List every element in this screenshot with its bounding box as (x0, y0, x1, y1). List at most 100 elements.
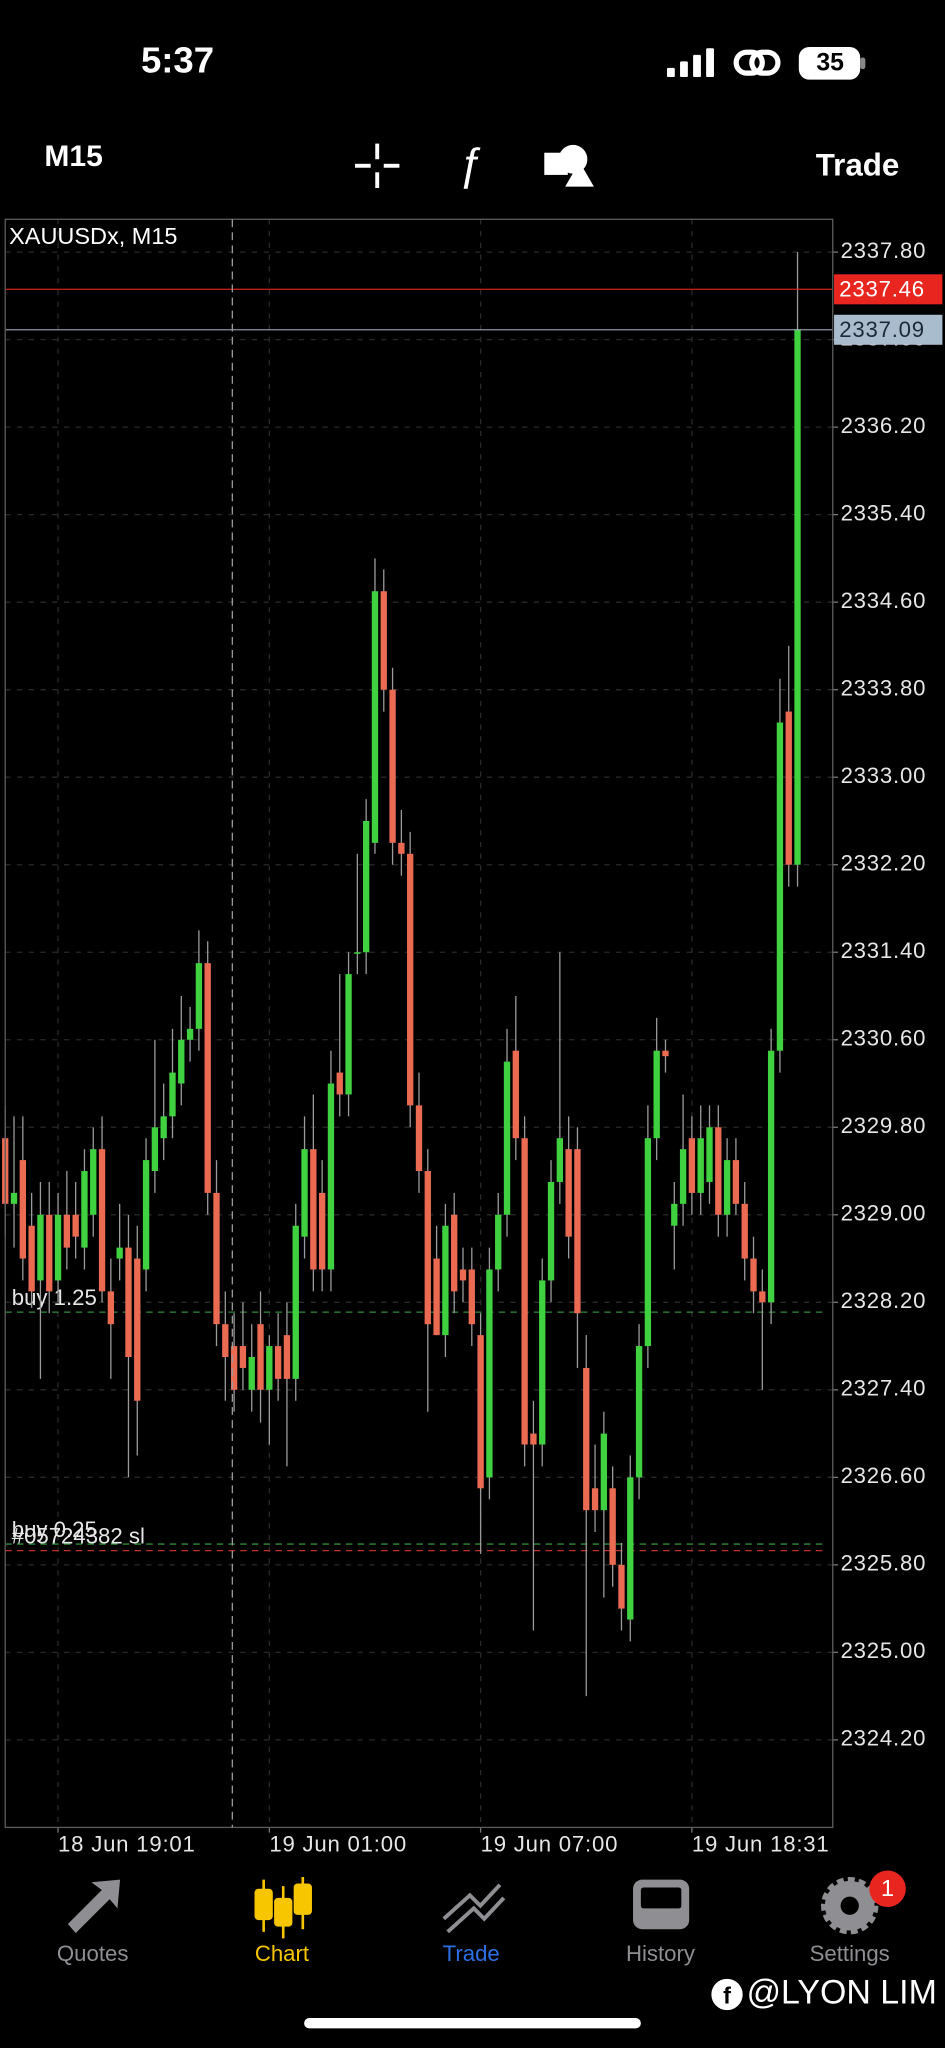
candle-body (204, 963, 211, 1193)
candle-body (63, 1214, 71, 1248)
home-indicator (304, 2017, 641, 2029)
tab-label[interactable]: Trade (443, 1941, 500, 1966)
candle-body (336, 1072, 343, 1095)
link-icon (733, 49, 781, 76)
candle-body (539, 1280, 546, 1445)
candle-body (477, 1335, 484, 1489)
candle-body (46, 1214, 53, 1292)
candle-body (459, 1269, 467, 1281)
candle-body (186, 1028, 194, 1040)
y-tick-label: 2333.00 (841, 763, 927, 788)
candle-body (767, 1050, 775, 1303)
candle-body (222, 1324, 229, 1358)
candle-body (706, 1127, 713, 1182)
candle-body (442, 1225, 449, 1336)
chart-icon[interactable] (254, 1877, 312, 1939)
candle-body (451, 1214, 458, 1292)
candle-body (125, 1247, 132, 1358)
candle-body (90, 1149, 97, 1215)
battery-body (798, 46, 861, 80)
y-tick-label: 2325.80 (841, 1551, 927, 1576)
history-icon[interactable] (633, 1879, 690, 1930)
tab-label[interactable]: History (626, 1941, 696, 1966)
candle-body (679, 1149, 687, 1204)
candle-body (662, 1050, 669, 1057)
battery-tip (860, 57, 866, 70)
y-tick-label: 2327.40 (841, 1376, 927, 1401)
crosshair-button[interactable] (355, 143, 400, 188)
timeframe-button[interactable]: M15 (44, 140, 102, 173)
candle-body (574, 1149, 581, 1314)
candle-body (257, 1324, 264, 1390)
candle-body (732, 1160, 740, 1204)
candle-body (169, 1072, 176, 1117)
candle-body (230, 1346, 238, 1390)
candle-body (98, 1149, 106, 1292)
candle-body (697, 1138, 704, 1193)
y-tick-label: 2328.20 (841, 1288, 927, 1313)
x-tick-label: 19 Jun 07:00 (481, 1832, 619, 1857)
candle-body (521, 1138, 528, 1445)
y-tick-label: 2326.60 (841, 1463, 927, 1488)
ask-label: 2337.46 (839, 276, 925, 301)
badge (869, 1870, 906, 1908)
candle-body (54, 1214, 62, 1281)
y-tick-label: 2332.20 (841, 851, 927, 876)
candle-body (72, 1214, 79, 1237)
bid-label: 2337.09 (839, 317, 925, 342)
trade-icon[interactable] (442, 1883, 506, 1934)
y-tick-label: 2335.40 (841, 501, 927, 526)
candle-body (591, 1488, 599, 1511)
y-tick-label: 2325.00 (841, 1638, 927, 1663)
candle-body (776, 722, 784, 1051)
candle-body (28, 1225, 35, 1292)
candle-body (486, 1269, 493, 1478)
candle-body (292, 1225, 299, 1379)
candle-body (362, 820, 370, 953)
y-tick-label: 2330.60 (841, 1026, 927, 1051)
candle-body (213, 1192, 220, 1325)
candle-body (178, 1039, 185, 1084)
ask-label-box (834, 274, 943, 305)
settings-icon[interactable] (821, 1877, 879, 1935)
candle-body (142, 1160, 150, 1270)
facebook-icon (711, 1978, 743, 2011)
candle-body (759, 1291, 766, 1303)
candle-body (653, 1050, 660, 1139)
candle-body (600, 1433, 608, 1511)
candle-body (547, 1181, 555, 1281)
tab-label[interactable]: Chart (255, 1941, 309, 1966)
tab-label[interactable]: Settings (810, 1941, 890, 1966)
candle-body (37, 1214, 44, 1281)
candle-body (530, 1433, 537, 1445)
x-tick-label: 19 Jun 18:31 (692, 1832, 830, 1857)
indicators-button[interactable]: ƒ (458, 140, 483, 190)
candle-body (688, 1138, 696, 1193)
candle-body (116, 1247, 123, 1259)
y-tick-label: 2336.20 (841, 413, 927, 438)
trade-button[interactable]: Trade (816, 147, 900, 182)
candle-body (785, 711, 792, 865)
position-label: buy 0.25 (12, 1517, 97, 1542)
y-tick-label: 2324.20 (841, 1726, 927, 1751)
candle-body (19, 1160, 26, 1259)
y-tick-label: 2334.60 (841, 588, 927, 613)
candle-body (468, 1269, 475, 1325)
position-label: #05724382 sl (12, 1523, 145, 1548)
candle-body (239, 1346, 247, 1368)
quotes-icon[interactable] (67, 1879, 121, 1934)
candle-body (424, 1171, 431, 1325)
candle-body (635, 1346, 643, 1478)
candle-body (495, 1214, 502, 1270)
candle-body (274, 1346, 282, 1379)
tab-label[interactable]: Quotes (57, 1941, 128, 1966)
objects-button[interactable] (544, 144, 594, 187)
candle-body (433, 1258, 440, 1336)
signal-icon (666, 48, 714, 78)
candle-body (715, 1127, 722, 1215)
candle-body (512, 1050, 519, 1139)
candle-body (794, 329, 801, 865)
